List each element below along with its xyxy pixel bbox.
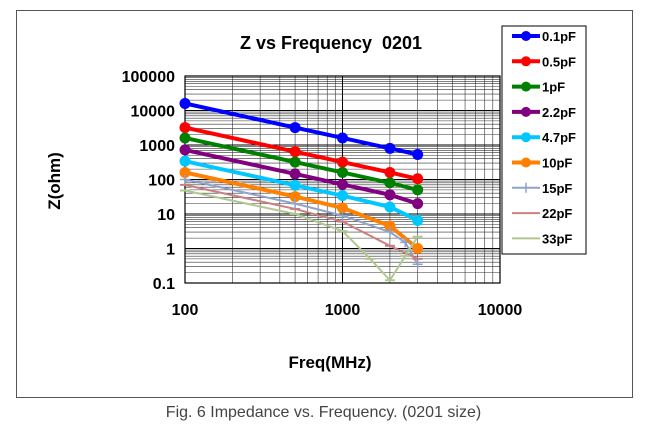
y-tick-label: 1000 [139, 138, 175, 155]
data-point [384, 227, 395, 238]
legend-marker [521, 132, 531, 143]
y-tick-label: 10 [157, 207, 175, 224]
data-point [179, 155, 191, 167]
data-point [400, 237, 411, 248]
data-point [180, 174, 190, 185]
data-point [412, 184, 424, 196]
data-point [384, 166, 396, 178]
data-point [179, 122, 191, 134]
data-point [289, 122, 301, 134]
legend-label-0.5pF: 0.5pF [542, 54, 576, 69]
legend-marker [521, 157, 531, 168]
data-point [384, 142, 396, 154]
x-tick-label: 10000 [478, 302, 523, 319]
data-point [384, 220, 396, 232]
data-point [412, 259, 423, 270]
data-point [179, 97, 191, 109]
data-point [289, 179, 301, 191]
data-point [412, 214, 424, 226]
legend-marker [521, 81, 531, 92]
data-point [337, 166, 348, 178]
data-point [384, 177, 396, 189]
data-point [337, 132, 348, 144]
legend-label-33pF: 33pF [542, 231, 572, 246]
data-point [179, 144, 191, 156]
data-point [412, 198, 424, 210]
legend-marker [521, 31, 531, 41]
legend-label-22pF: 22pF [542, 206, 572, 221]
x-tick-label: 100 [172, 302, 199, 319]
legend-label-4.7pF: 4.7pF [542, 130, 576, 145]
data-point [289, 168, 301, 180]
legend-label-0.1pF: 0.1pF [542, 29, 576, 44]
data-point [179, 132, 191, 144]
legend-marker [521, 106, 531, 117]
legend-label-10pF: 10pF [542, 156, 572, 171]
legend-label-2.2pF: 2.2pF [542, 105, 576, 120]
data-point [412, 173, 424, 185]
y-tick-label: 100 [148, 173, 175, 190]
data-point [289, 191, 301, 203]
data-point [412, 149, 424, 161]
data-point [337, 190, 348, 202]
data-point [384, 189, 396, 201]
legend-label-15pF: 15pF [542, 181, 572, 196]
y-tick-label: 0.1 [153, 276, 175, 293]
data-point [179, 166, 191, 178]
series-line-2.2pF [184, 147, 419, 206]
data-point [337, 156, 348, 168]
y-tick-label: 100000 [122, 69, 175, 86]
y-axis-label: Z(ohm) [45, 152, 64, 210]
legend-label-1pF: 1pF [542, 80, 565, 95]
legend-box [501, 25, 587, 255]
data-point [337, 210, 348, 221]
data-point [412, 243, 424, 254]
series-line-15pF [184, 178, 419, 265]
legend-marker [521, 56, 531, 67]
data-point [290, 198, 301, 209]
data-point [289, 156, 301, 168]
legend-marker [521, 182, 531, 193]
chart-title: Z vs Frequency 0201 [240, 33, 422, 53]
series-line-0.5pF [184, 125, 419, 181]
data-point [289, 146, 301, 158]
data-point [384, 201, 396, 213]
data-point [337, 178, 348, 190]
figure-caption: Fig. 6 Impedance vs. Frequency. (0201 si… [165, 404, 482, 421]
y-tick-label: 1 [166, 242, 175, 259]
x-tick-label: 1000 [325, 302, 361, 319]
y-tick-label: 10000 [131, 104, 176, 121]
data-point [337, 202, 348, 214]
x-axis-label: Freq(MHz) [288, 353, 371, 372]
